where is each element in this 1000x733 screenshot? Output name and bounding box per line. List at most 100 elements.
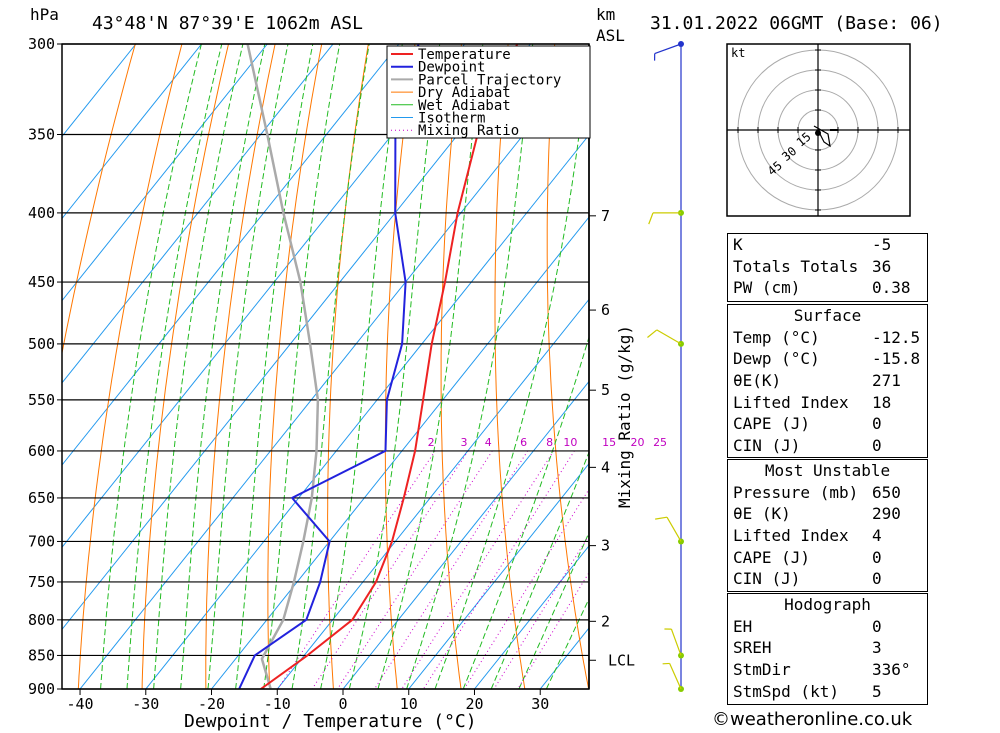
footer-copyright[interactable]: ©weatheronline.co.uk [712,709,913,730]
table-row: CAPE (J) 0 [728,547,927,569]
pressure-tick-label: 750 [28,573,55,591]
table-row-value: 0 [872,436,882,456]
pressure-tick-label: 450 [28,273,55,291]
wind-barb [666,516,682,542]
table-row-label: StmDir [733,660,791,680]
mixing-ratio-label: 20 [631,436,645,449]
isotherm-line [62,44,465,549]
parcel-trajectory-line [246,44,320,689]
dry-adiabat-line [440,44,462,689]
dewpoint-line [238,44,420,689]
mixing-ratio-label: 2 [428,436,435,449]
table-row: Lifted Index 18 [728,392,927,414]
height-tick-label: 2 [601,612,610,630]
legend-label: Mixing Ratio [418,123,519,139]
hodograph-unit: kt [731,46,745,60]
dry-adiabat-line [205,44,276,689]
table-row-value: 650 [872,482,901,502]
table-row-value: 336° [872,660,911,680]
isotherm-line [62,44,531,631]
temperature-tick-label: 20 [465,695,483,713]
table-row: EH 0 [728,616,927,638]
isotherm-line [79,51,589,689]
table-row-label: CAPE (J) [733,547,811,567]
wet-adiabat-line [377,44,484,689]
dry-adiabat-line [77,44,183,689]
legend-label: Isotherm [418,111,485,127]
pressure-tick-label: 850 [28,646,55,664]
table-row-value: 271 [872,371,901,391]
table-row-label: θE (K) [733,504,791,524]
mixing-ratio-line [277,450,436,689]
pressure-unit-label: hPa [30,5,59,24]
dry-adiabat-line [327,44,369,689]
location-title: 43°48'N 87°39'E 1062m ASL [92,13,363,34]
table-row: Pressure (mb) 650 [728,482,927,504]
wet-adiabat-line [434,49,589,689]
dry-adiabat-line [141,44,229,689]
table-row-value: -5 [872,235,892,254]
wet-adiabat-line [207,44,289,689]
mixing-ratio-line [423,450,575,689]
table-row-label: StmSpd (kt) [733,681,839,701]
height-tick-label: 7 [601,207,610,225]
temperature-tick-label: -10 [264,695,291,713]
wet-adiabat-line [235,44,314,689]
table-row: CAPE (J) 0 [728,413,927,435]
pressure-tick-label: 350 [28,126,55,144]
table-row-value: 3 [872,638,882,658]
table-row-label: EH [733,616,753,636]
isotherm-line [62,44,137,138]
wet-adiabat-line [291,44,370,689]
mixing-ratio-line [311,450,469,689]
mixing-ratio-label: 3 [461,436,468,449]
table-row: θE (K) 290 [728,503,927,525]
height-unit-label: km [596,5,615,24]
table-row-label: Temp (°C) [733,327,820,347]
table-row: Totals Totals 36 [728,256,927,278]
most-unstable-table: Most Unstable Pressure (mb) 650 θE (K) 290 Li… [727,459,928,592]
isotherm-line [62,44,334,384]
hodograph-table: Hodograph EH 0 SREH 3 StmDir 336° StmSpd (kt) 5 [727,593,928,705]
wind-barb [656,329,682,345]
mixing-ratio-line [337,450,493,689]
table-row-label: CIN (J) [733,436,801,456]
table-row-value: 0.38 [872,278,911,298]
isotherm-line [62,44,202,220]
temperature-tick-label: 30 [531,695,549,713]
table-title: Hodograph [784,595,871,614]
table-row-label: Lifted Index [733,392,849,412]
pressure-tick-label: 800 [28,611,55,629]
table-row: θE(K) 271 [728,370,927,392]
height-tick-label: 5 [601,381,610,399]
table-row-label: K [733,235,743,254]
mixing-ratio-label: 6 [520,436,527,449]
wet-adiabat-line [100,44,202,689]
pressure-tick-label: 400 [28,204,55,222]
temperature-tick-label: -20 [198,695,225,713]
mixing-ratio-label: 8 [546,436,553,449]
mixing-ratio-label: 15 [602,436,616,449]
table-row: CIN (J) 0 [728,435,927,457]
height-ref-label: ASL [596,26,625,45]
table-row: Lifted Index 4 [728,525,927,547]
temperature-tick-label: -30 [132,695,159,713]
table-row-value: 4 [872,526,882,546]
legend-label: Dry Adiabat [418,85,511,101]
indices-table: K -5 Totals Totals 36 PW (cm) 0.38 [727,233,928,302]
datetime-title: 31.01.2022 06GMT (Base: 06) [650,13,943,34]
mixing-ratio-axis-label: Mixing Ratio (g/kg) [615,325,634,508]
temperature-tick-label: 10 [400,695,418,713]
wet-adiabat-line [153,44,244,689]
table-row-label: Pressure (mb) [733,482,859,502]
pressure-tick-label: 700 [28,532,55,550]
wind-barb [670,628,682,656]
table-row: Temp (°C) -12.5 [728,327,927,349]
height-tick-label: 4 [601,458,610,476]
hodograph-trace [813,125,831,148]
legend-box [386,45,591,139]
table-row: StmDir 336° [728,659,927,681]
table-row-label: Totals Totals [733,256,859,276]
pressure-tick-label: 900 [28,680,55,698]
